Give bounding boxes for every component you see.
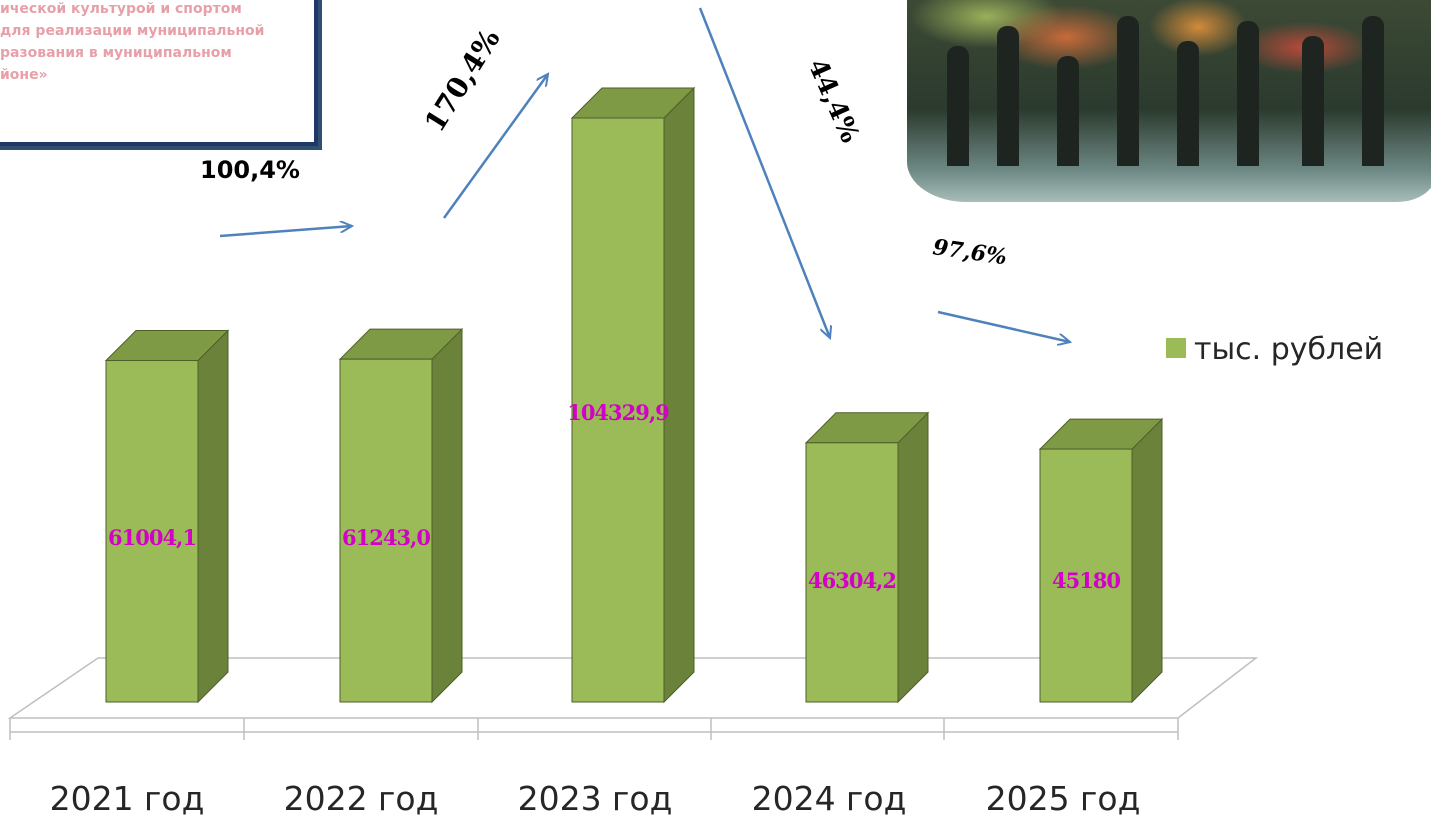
- bar-front-3: [571, 117, 665, 703]
- growth-arrow-4: [937, 310, 1070, 342]
- bar-front-4: [805, 442, 899, 703]
- title-line-4: йоне»: [0, 67, 48, 83]
- x-tick-label-5: 2025 год: [986, 779, 1141, 816]
- bar-front-1: [105, 360, 199, 703]
- growth-label-4: 97,6%: [931, 234, 1008, 270]
- legend-swatch: [1166, 338, 1186, 358]
- x-axis: [9, 718, 1179, 740]
- x-tick-label-4: 2024 год: [752, 779, 907, 816]
- x-tick-labels-group: 2021 год 2022 год 2023 год 2024 год 2025 год: [50, 779, 1141, 816]
- bar-2025-год: [1038, 417, 1164, 704]
- x-tick-label-3: 2023 год: [518, 779, 673, 816]
- bar-front-5: [1039, 448, 1133, 703]
- title-line-1: ической культурой и спортом: [0, 1, 242, 17]
- value-label-1: 61004,1: [108, 525, 196, 550]
- growth-arrows-group: [219, 7, 1070, 342]
- value-label-3: 104329,9: [567, 400, 669, 425]
- legend: тыс. рублей: [1166, 332, 1383, 367]
- bar-side-2: [431, 327, 463, 704]
- bars-group: [104, 86, 1164, 704]
- bar-2023-год: [570, 86, 696, 704]
- value-label-4: 46304,2: [808, 568, 896, 593]
- bar-side-4: [897, 411, 929, 704]
- bar-side-1: [197, 329, 229, 704]
- growth-label-1: 100,4%: [200, 156, 300, 184]
- x-tick-label-2: 2022 год: [284, 779, 439, 816]
- growth-arrow-1: [219, 226, 352, 238]
- legend-label: тыс. рублей: [1194, 332, 1384, 367]
- growth-label-3: 44,4%: [802, 55, 865, 148]
- title-line-2: для реализации муниципальной: [0, 23, 265, 39]
- growth-label-2: 170,4%: [418, 23, 507, 137]
- bar-2021-год: [104, 329, 230, 704]
- bar-side-5: [1131, 417, 1163, 704]
- photo-image: [907, 0, 1431, 202]
- growth-arrow-2: [442, 74, 548, 219]
- value-label-5: 45180: [1052, 568, 1120, 593]
- x-tick-label-1: 2021 год: [50, 779, 205, 816]
- title-line-3: разования в муниципальном: [0, 45, 232, 61]
- bar-2024-год: [804, 411, 930, 704]
- value-labels-group: 61004,1 61243,0 104329,9 46304,2 45180: [108, 400, 1121, 593]
- value-label-2: 61243,0: [342, 525, 430, 550]
- bar-2022-год: [338, 327, 464, 704]
- bar-side-3: [663, 86, 695, 704]
- title-box: ической культурой и спортом для реализац…: [0, 0, 318, 146]
- bar-front-2: [339, 358, 433, 703]
- growth-arrow-3: [698, 7, 830, 338]
